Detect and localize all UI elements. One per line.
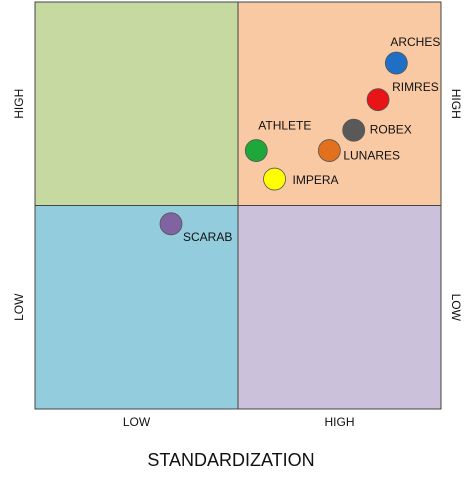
point [366, 88, 390, 112]
point [342, 118, 366, 142]
point [317, 139, 341, 162]
y-tick-label: HIGH [12, 89, 26, 119]
point-label: ROBEX [370, 122, 412, 136]
point-label: LUNARES [343, 149, 400, 163]
point-label: SCARAB [183, 230, 232, 244]
quadrant [237, 205, 442, 410]
y2-tick-label: HIGH [449, 89, 463, 119]
x-tick-label: HIGH [325, 415, 355, 429]
point-label: ATHLETE [258, 119, 311, 133]
y-tick-label: LOW [12, 293, 26, 321]
quadrant [34, 205, 239, 410]
x-tick-label: LOW [123, 415, 151, 429]
point-label: ARCHES [390, 35, 440, 49]
point [244, 139, 268, 162]
quadrant [34, 1, 239, 206]
point-label: IMPERA [293, 173, 339, 187]
point [159, 212, 183, 236]
point [384, 51, 408, 75]
point [263, 167, 286, 191]
x-axis-title: STANDARDIZATION [147, 450, 314, 470]
y2-tick-label: LOW [449, 294, 463, 322]
point-label: RIMRES [392, 80, 439, 94]
